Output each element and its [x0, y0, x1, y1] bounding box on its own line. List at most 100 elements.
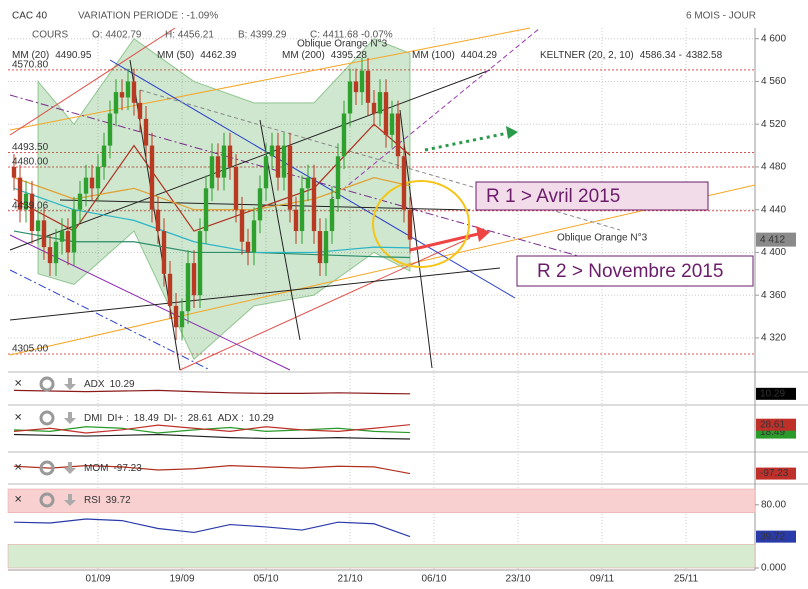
- legend-entry: MM (20) 4490.95: [12, 50, 92, 61]
- candle-body: [161, 231, 167, 274]
- candle-body: [251, 220, 257, 253]
- moving-average: [13, 187, 411, 254]
- candle-body: [11, 166, 17, 178]
- x-tick-label: 23/10: [505, 574, 530, 585]
- close: C: 4411.68 -0.07%: [310, 30, 393, 41]
- trend-line: [9, 27, 176, 136]
- trend-line: [329, 27, 541, 201]
- legend-value: 4404.29: [461, 50, 498, 61]
- zone: [7, 544, 756, 569]
- labels: CAC 40 VARIATION PERIODE : -1.09% 6 MOIS…: [12, 11, 796, 585]
- arrow-icon: [64, 462, 76, 474]
- candle-body: [77, 193, 83, 210]
- annotation-box: [516, 255, 754, 287]
- candle-body: [287, 145, 293, 210]
- y-tick-label: 4 320: [761, 333, 786, 344]
- candle-body: [377, 92, 383, 114]
- candle-body: [233, 166, 239, 210]
- instrument: CAC 40: [12, 11, 47, 22]
- candle-body: [329, 199, 335, 232]
- value-box-label: 28.61: [760, 419, 785, 430]
- value-box: [756, 387, 796, 400]
- annotation: Oblique Orange N°3: [557, 233, 648, 244]
- trend-line: [399, 109, 433, 369]
- candle-body: [389, 113, 395, 135]
- candle-body: [95, 166, 101, 189]
- series-value: 39.72: [106, 495, 131, 506]
- candle-body: [353, 81, 359, 93]
- candle-body: [359, 70, 365, 93]
- y-tick-label: 4 400: [761, 247, 786, 258]
- candle-body: [149, 145, 155, 210]
- level-label: 4480.00: [12, 157, 49, 168]
- candle-body: [119, 92, 125, 98]
- y-tick-label: 4 480: [761, 162, 786, 173]
- close-icon: ✕: [14, 463, 22, 474]
- moving-average: [13, 230, 411, 259]
- x-tick-label: 09/11: [590, 574, 615, 585]
- legend-value: KELTNER (20, 2, 10): [540, 50, 634, 61]
- price-label: 4 412: [760, 234, 785, 245]
- marks: [11, 57, 413, 538]
- legend-entry: MM (200) 4395.28: [282, 50, 367, 61]
- value-box-label: 10.29: [760, 388, 785, 399]
- arrow-icon: [64, 494, 76, 506]
- annotation: Oblique Orange N°3: [297, 39, 388, 50]
- candle-body: [293, 209, 299, 232]
- candle-body: [83, 177, 89, 194]
- candle-body: [125, 81, 131, 98]
- indicator-line: [13, 433, 411, 440]
- moving-average: [13, 177, 411, 211]
- candle-body: [407, 209, 413, 240]
- indicator-line: [13, 426, 411, 434]
- price-box: [756, 232, 796, 247]
- y-tick-label: 4 560: [761, 76, 786, 87]
- candle-body: [299, 188, 305, 232]
- series-value: 10.29: [110, 379, 135, 390]
- series-value: -97.23: [113, 463, 142, 474]
- indicator-label: DMI DI+ :18.49 DI- :28.61 ADX :10.29: [84, 413, 274, 424]
- legend-value: 4586.34: [640, 50, 677, 61]
- candle-body: [53, 241, 59, 264]
- candle-body: [341, 113, 347, 157]
- candle-body: [245, 241, 251, 253]
- candle-body: [269, 145, 275, 157]
- legend-entry: KELTNER (20, 2, 10) 4586.34 -4382.58: [540, 50, 723, 61]
- separator: :: [123, 413, 129, 424]
- annotation-box: [475, 181, 709, 211]
- candle-body: [113, 92, 119, 114]
- x-tick-label: 05/10: [253, 574, 278, 585]
- separator: :: [177, 413, 183, 424]
- open: O: 4402.79: [92, 30, 142, 41]
- y-tick-label: 4 360: [761, 290, 786, 301]
- arrow-head: [476, 226, 490, 242]
- candle-body: [335, 156, 341, 199]
- candle-body: [29, 193, 35, 232]
- indicator-line: [13, 424, 411, 434]
- candle-body: [281, 145, 287, 178]
- legend-name: MM (20): [12, 50, 49, 61]
- candle-body: [305, 177, 311, 189]
- low: B: 4399.29: [238, 30, 287, 41]
- y-tick-label: 4 520: [761, 119, 786, 130]
- legend-value: 4395.28: [331, 50, 368, 61]
- legend-value: 4490.95: [55, 50, 92, 61]
- separator: -: [676, 50, 682, 61]
- candle-body: [155, 209, 161, 232]
- candle-body: [173, 305, 179, 328]
- candle-body: [311, 177, 317, 232]
- candle-body: [179, 311, 185, 328]
- legend-name: MM (50): [157, 50, 194, 61]
- candle-body: [227, 145, 233, 167]
- candle-body: [221, 145, 227, 178]
- separator: :: [238, 413, 244, 424]
- annotation: R 1 > Avril 2015: [486, 186, 620, 207]
- candle-body: [383, 92, 389, 135]
- trend-line: [9, 267, 501, 321]
- y-tick-label: 4 600: [761, 33, 786, 44]
- x-tick-label: 21/10: [337, 574, 362, 585]
- candle-body: [143, 118, 149, 146]
- x-tick-label: 06/10: [421, 574, 446, 585]
- x-tick-label: 19/09: [169, 574, 194, 585]
